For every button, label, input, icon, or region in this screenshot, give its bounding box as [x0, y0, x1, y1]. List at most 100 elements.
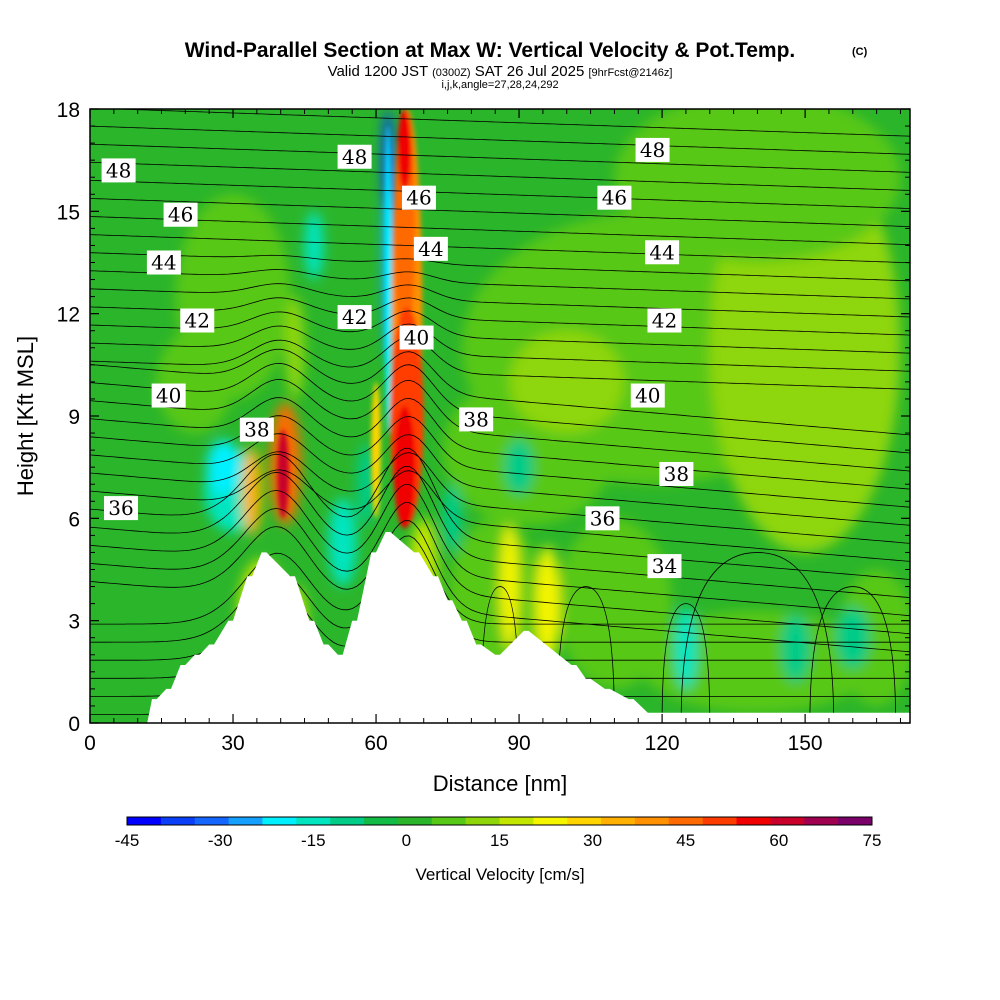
theta-contour-line — [90, 297, 910, 336]
contour-label-text: 46 — [406, 186, 431, 210]
theta-contour-line — [90, 348, 910, 436]
colorbar-swatch — [567, 817, 602, 825]
colorbar-swatch — [668, 817, 704, 825]
colorbar-swatch — [499, 817, 534, 825]
colorbar-swatch — [702, 817, 738, 825]
colorbar-tick-label: -45 — [115, 831, 140, 850]
colorbar-swatch — [296, 817, 331, 825]
chart-title-unit: (C) — [852, 46, 868, 58]
contour-label: 34 — [647, 554, 682, 579]
colorbar-swatch — [431, 817, 467, 825]
contour-label-text: 46 — [168, 203, 193, 227]
theta-contour-line — [556, 586, 615, 723]
colorbar-swatch — [838, 817, 873, 825]
colorbar: -45 -30 -15 0 15 30 45 60 75 — [115, 816, 881, 850]
theta-contour-line — [90, 502, 910, 635]
colorbar-swatch — [804, 817, 839, 825]
theta-contour-line — [90, 465, 910, 598]
contour-label-text: 44 — [649, 240, 674, 264]
colorbar-tick-label: -30 — [208, 831, 233, 850]
colorbar-tick-label: 0 — [402, 831, 411, 850]
theta-contour-line — [680, 552, 835, 723]
theta-contour-line — [90, 234, 910, 264]
y-tick-label: 18 — [57, 99, 80, 122]
subtitle-date: SAT 26 Jul 2025 — [475, 63, 585, 80]
contour-label-text: 42 — [185, 308, 210, 332]
colorbar-swatch — [127, 817, 162, 825]
contour-label: 44 — [413, 236, 448, 261]
velocity-region — [328, 497, 357, 587]
contour-label: 40 — [630, 383, 665, 408]
contour-label: 38 — [659, 461, 694, 486]
velocity-region — [500, 525, 520, 648]
colorbar-swatch — [634, 817, 670, 825]
velocity-region — [838, 569, 910, 706]
theta-contour-line — [90, 520, 910, 653]
velocity-region — [442, 484, 462, 553]
y-axis-label: Height [Kft MSL] — [13, 336, 38, 496]
velocity-region — [242, 446, 262, 536]
x-tick-label: 0 — [84, 732, 96, 755]
colorbar-swatch — [262, 817, 297, 825]
colorbar-tick-label: 30 — [583, 831, 602, 850]
contour-label: 44 — [645, 240, 680, 265]
contour-label: 38 — [459, 407, 494, 432]
colorbar-tick-label: 45 — [676, 831, 695, 850]
contour-label: 42 — [180, 308, 215, 333]
theta-contour-line — [90, 323, 910, 372]
theta-contour-line — [809, 586, 897, 723]
contour-label: 42 — [647, 308, 682, 333]
chart-subtitle: Valid 1200 JST (0300Z) SAT 26 Jul 2025 [… — [328, 63, 673, 80]
colorbar-swatch — [601, 817, 636, 825]
y-tick-label: 0 — [68, 713, 80, 736]
chart-title-group: Wind-Parallel Section at Max W: Vertical… — [185, 39, 868, 91]
velocity-region — [356, 443, 377, 526]
subtitle-valid: Valid 1200 JST — [328, 63, 428, 80]
contour-label: 38 — [239, 417, 274, 442]
x-axis-label: Distance [nm] — [433, 771, 568, 796]
contour-label: 44 — [146, 250, 181, 275]
x-tick-label: 30 — [221, 732, 244, 755]
contour-label: 36 — [103, 496, 138, 521]
subtitle-utc: (0300Z) — [432, 67, 471, 79]
contour-label-text: 40 — [156, 384, 181, 408]
contour-label-text: 36 — [590, 506, 615, 530]
colorbar-swatch — [736, 817, 771, 825]
chart-subtitle-indices: i,j,k,angle=27,28,24,292 — [441, 79, 558, 91]
contour-label-text: 42 — [342, 305, 367, 329]
contour-label-text: 40 — [404, 326, 429, 350]
velocity-region — [614, 109, 901, 263]
velocity-region — [285, 296, 305, 399]
y-tick-label: 15 — [57, 201, 80, 224]
velocity-region — [836, 607, 870, 669]
colorbar-swatch — [465, 817, 500, 825]
colorbar-swatch — [160, 817, 196, 825]
theta-contour-line — [661, 603, 711, 723]
plot-area: 48 46 44 42 40 38 36 48 46 44 42 40 38 48 46 44 42 40 38 36… — [90, 109, 910, 723]
colorbar-frame — [126, 816, 873, 826]
contour-label-text: 40 — [635, 384, 660, 408]
velocity-core — [397, 109, 412, 191]
velocity-region — [304, 211, 324, 280]
y-tick-label: 3 — [68, 611, 80, 634]
theta-contour-line — [90, 269, 910, 300]
contour-label-text: 42 — [652, 308, 677, 332]
velocity-region — [504, 439, 534, 495]
contour-label: 46 — [597, 185, 632, 210]
y-tick-label: 6 — [68, 508, 80, 531]
theta-contour-line — [90, 433, 910, 526]
velocity-region — [557, 518, 672, 689]
theta-contour-line — [90, 198, 910, 227]
contour-label: 48 — [635, 137, 670, 162]
contour-label-text: 38 — [463, 407, 488, 431]
subtitle-fcst: [9hrFcst@2146z] — [588, 67, 672, 79]
velocity-region — [509, 330, 624, 434]
theta-contour-line — [90, 252, 910, 282]
velocity-region — [535, 545, 560, 662]
theta-contour-line — [106, 109, 910, 137]
colorbar-tick-label: 60 — [769, 831, 788, 850]
velocity-core — [384, 126, 392, 434]
theta-contour-line — [90, 397, 910, 490]
contour-label: 36 — [585, 506, 620, 531]
